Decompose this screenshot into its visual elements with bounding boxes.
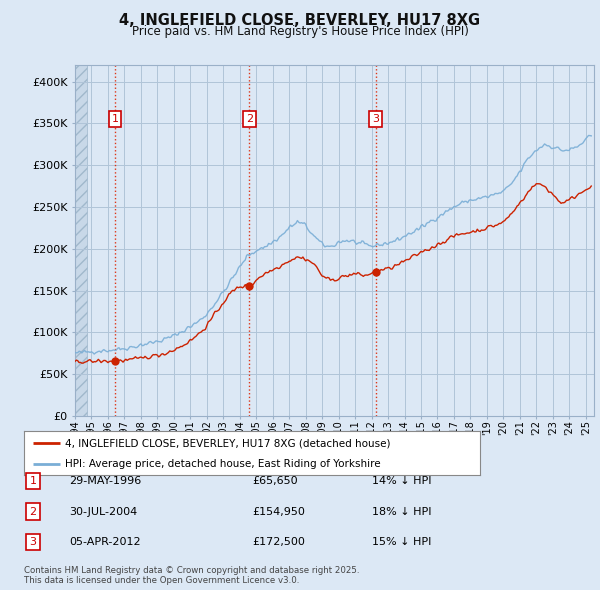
Text: 2: 2 xyxy=(246,114,253,124)
Text: 4, INGLEFIELD CLOSE, BEVERLEY, HU17 8XG: 4, INGLEFIELD CLOSE, BEVERLEY, HU17 8XG xyxy=(119,13,481,28)
Text: 30-JUL-2004: 30-JUL-2004 xyxy=(69,507,137,516)
Text: 2: 2 xyxy=(29,507,37,516)
Text: £154,950: £154,950 xyxy=(252,507,305,516)
Text: 29-MAY-1996: 29-MAY-1996 xyxy=(69,476,141,486)
Text: Contains HM Land Registry data © Crown copyright and database right 2025.
This d: Contains HM Land Registry data © Crown c… xyxy=(24,566,359,585)
Text: 15% ↓ HPI: 15% ↓ HPI xyxy=(372,537,431,547)
Text: 4, INGLEFIELD CLOSE, BEVERLEY, HU17 8XG (detached house): 4, INGLEFIELD CLOSE, BEVERLEY, HU17 8XG … xyxy=(65,438,391,448)
Text: 18% ↓ HPI: 18% ↓ HPI xyxy=(372,507,431,516)
Text: £172,500: £172,500 xyxy=(252,537,305,547)
Text: £65,650: £65,650 xyxy=(252,476,298,486)
Text: 1: 1 xyxy=(29,476,37,486)
Bar xyxy=(75,65,86,416)
Text: HPI: Average price, detached house, East Riding of Yorkshire: HPI: Average price, detached house, East… xyxy=(65,459,380,469)
Text: 3: 3 xyxy=(372,114,379,124)
Text: 05-APR-2012: 05-APR-2012 xyxy=(69,537,140,547)
Text: 14% ↓ HPI: 14% ↓ HPI xyxy=(372,476,431,486)
Text: 3: 3 xyxy=(29,537,37,547)
Text: 1: 1 xyxy=(112,114,118,124)
Text: Price paid vs. HM Land Registry's House Price Index (HPI): Price paid vs. HM Land Registry's House … xyxy=(131,25,469,38)
